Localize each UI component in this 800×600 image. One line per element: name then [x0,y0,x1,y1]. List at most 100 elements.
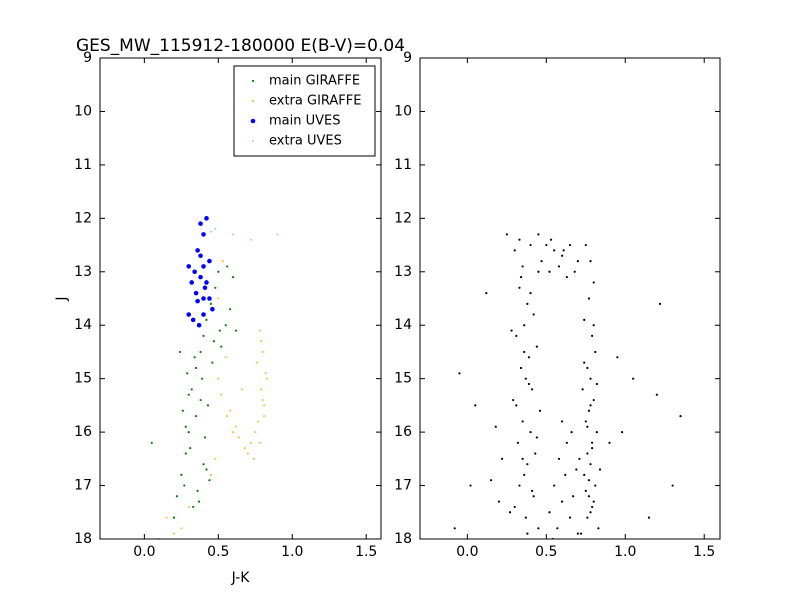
point [655,393,658,396]
point [508,511,512,514]
point [260,340,263,343]
point [150,441,153,444]
y-tick-label: 16 [74,424,92,440]
point [203,436,207,439]
point [240,388,244,391]
point [679,414,682,418]
point [208,479,211,482]
y-tick-label: 10 [394,103,412,119]
point [518,238,521,241]
point [527,382,531,386]
legend-label: extra GIRAFFE [269,94,361,109]
point [243,447,247,450]
point [263,414,266,418]
point [209,302,213,305]
legend-marker [251,99,255,103]
point [595,382,598,386]
y-tick-label: 15 [394,371,412,387]
point [260,388,263,391]
point [198,253,203,259]
point [193,356,196,359]
point [598,468,602,471]
y-tick-label: 11 [394,157,412,173]
point [497,500,501,503]
point [583,318,586,321]
legend: main GIRAFFE extra GIRAFFE main UVES extra … [233,65,376,157]
point [621,431,624,434]
point [234,425,238,428]
point [531,489,534,492]
point [197,500,201,503]
point [556,527,559,530]
point [217,297,220,300]
point [201,312,206,317]
point [534,452,537,455]
y-axis-label: J [54,296,70,301]
point [564,473,567,476]
point [575,468,578,471]
point [474,404,477,407]
point [589,463,592,466]
point [189,447,192,450]
point [531,388,534,391]
point [187,393,190,396]
x-tick-label: 0.5 [207,544,229,560]
point [186,372,189,375]
legend-label: main UVES [269,114,341,129]
point [232,233,235,236]
y-tick-label: 16 [394,424,412,440]
point [518,286,521,289]
x-tick-label: 1.0 [614,544,636,560]
y-tick-label: 9 [83,50,92,66]
point [190,317,196,323]
point [258,441,261,444]
x-tick-label: 1.5 [693,544,715,560]
point [632,377,635,380]
point [266,377,269,380]
point [572,495,575,498]
point [576,259,579,263]
point [217,377,220,380]
point [553,484,556,487]
point [217,270,220,273]
point [529,292,532,295]
point [565,441,568,444]
y-tick-label: 14 [394,317,412,333]
point [513,505,516,509]
point [584,420,587,423]
point [526,463,529,466]
point [538,409,542,412]
point [587,495,591,498]
point [510,329,513,332]
point [532,495,535,498]
point [529,243,532,247]
point [516,441,519,444]
point [583,361,586,364]
point [202,334,205,338]
point [229,308,232,311]
point [537,527,540,530]
point [581,388,584,391]
point [209,230,213,233]
legend-marker [251,139,255,143]
point [568,516,572,519]
y-tick-label: 12 [394,210,412,226]
point [212,340,215,343]
panel: 0.0 0.5 1.0 1.5 9 10 11 12 13 14 15 16 17 18 [394,50,721,560]
x-tick-label: 1.5 [355,544,377,560]
point [255,361,258,364]
point [518,484,521,487]
point [527,356,531,359]
point [608,441,611,444]
y-tick-label: 10 [74,103,92,119]
points [453,233,682,539]
point [195,366,198,370]
point [199,398,202,402]
point [579,532,583,535]
point [201,264,206,269]
point [589,377,592,380]
point [505,233,508,236]
point [591,334,594,338]
point [237,436,241,439]
point [189,280,194,285]
